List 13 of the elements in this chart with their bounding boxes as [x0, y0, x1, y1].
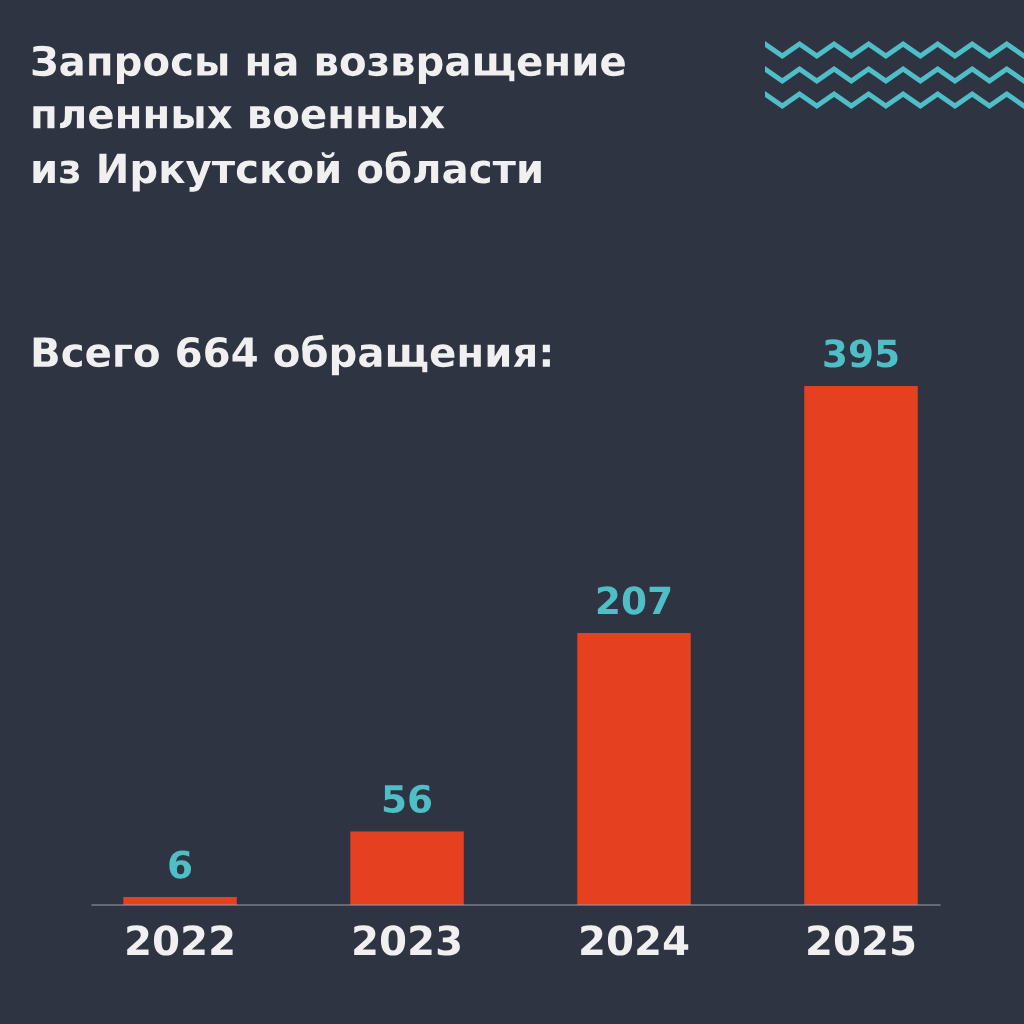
x-tick-label: 2025: [808, 925, 915, 956]
bar: [350, 831, 464, 905]
data-label: 207: [597, 586, 671, 615]
chart-title: Запросы на возвращение пленных военных из Иркутской области: [32, 45, 625, 192]
chart-subtitle: Всего 664 обращения:: [33, 334, 550, 376]
x-tick-label: 2024: [581, 925, 689, 956]
data-label: 395: [824, 339, 898, 368]
data-label: 6: [169, 850, 192, 879]
x-tick-label: 2022: [127, 925, 233, 956]
data-label: 56: [383, 784, 432, 814]
bar: [577, 633, 691, 905]
bar: [804, 386, 918, 905]
x-tick-label: 2023: [354, 925, 460, 956]
